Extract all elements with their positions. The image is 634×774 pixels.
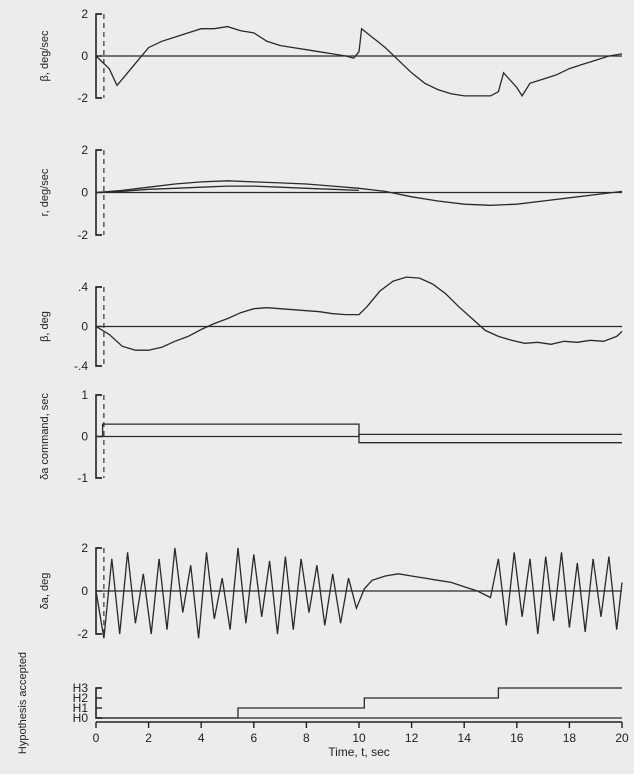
series-line-1 xyxy=(95,276,623,351)
y-tick-label: 2 xyxy=(81,7,88,21)
panel-4: 1 0 -1 δa command, sec xyxy=(39,388,622,485)
series-line-1 xyxy=(96,687,622,719)
series-line-2 xyxy=(95,185,360,194)
y-tick-label: -2 xyxy=(77,627,88,641)
y-tick-label: 0 xyxy=(81,186,88,200)
y-tick-label: .4 xyxy=(78,280,88,294)
x-tick-label: 4 xyxy=(198,731,205,745)
y-tick-label: 2 xyxy=(81,541,88,555)
y-tick-label: 0 xyxy=(81,320,88,334)
panel-3: .4 0 -.4 β, deg xyxy=(39,276,623,373)
y-axis-label: Hypothesis accepted xyxy=(17,652,29,754)
y-tick-label: -2 xyxy=(77,228,88,242)
y-axis-label: β, deg/sec xyxy=(39,30,51,81)
y-tick-label: H0 xyxy=(73,711,89,725)
y-tick-label: 0 xyxy=(81,430,88,444)
x-tick-label: 2 xyxy=(145,731,152,745)
series-line-2 xyxy=(96,433,622,438)
y-tick-label: -1 xyxy=(77,471,88,485)
x-axis-label: Time, t, sec xyxy=(328,745,390,759)
y-axis xyxy=(95,687,102,719)
x-tick-label: 18 xyxy=(563,731,577,745)
y-tick-label: H3 xyxy=(73,681,89,695)
x-tick-label: 14 xyxy=(458,731,472,745)
y-axis-label: δa command, sec xyxy=(39,393,51,480)
y-axis-label: r, deg/sec xyxy=(39,168,51,216)
y-tick-label: 1 xyxy=(81,388,88,402)
x-tick-label: 10 xyxy=(352,731,366,745)
y-axis-label: β, deg xyxy=(39,311,51,342)
x-tick-label: 0 xyxy=(93,731,100,745)
series-line-1 xyxy=(95,547,623,639)
y-tick-label: -.4 xyxy=(74,359,88,373)
x-tick-label: 12 xyxy=(405,731,419,745)
x-tick-label: 20 xyxy=(615,731,629,745)
y-tick-label: 2 xyxy=(81,143,88,157)
x-tick-label: 16 xyxy=(510,731,524,745)
y-tick-label: 0 xyxy=(81,49,88,63)
panel-1: 2 0 -2 β, deg/sec xyxy=(39,7,623,105)
y-axis-label: δa, deg xyxy=(39,573,51,610)
y-tick-label: H2 xyxy=(73,691,89,705)
series-line-1 xyxy=(96,423,622,444)
y-tick-label: -2 xyxy=(77,91,88,105)
panel-5: 2 0 -2 δa, deg xyxy=(39,541,623,641)
x-tick-label: 6 xyxy=(250,731,257,745)
series-line-1 xyxy=(95,180,623,206)
y-tick-label: 0 xyxy=(81,584,88,598)
series-line-1 xyxy=(95,25,623,98)
y-tick-label: H1 xyxy=(73,701,89,715)
panel-2: 2 0 -2 r, deg/sec xyxy=(39,143,623,242)
x-tick-label: 8 xyxy=(303,731,310,745)
